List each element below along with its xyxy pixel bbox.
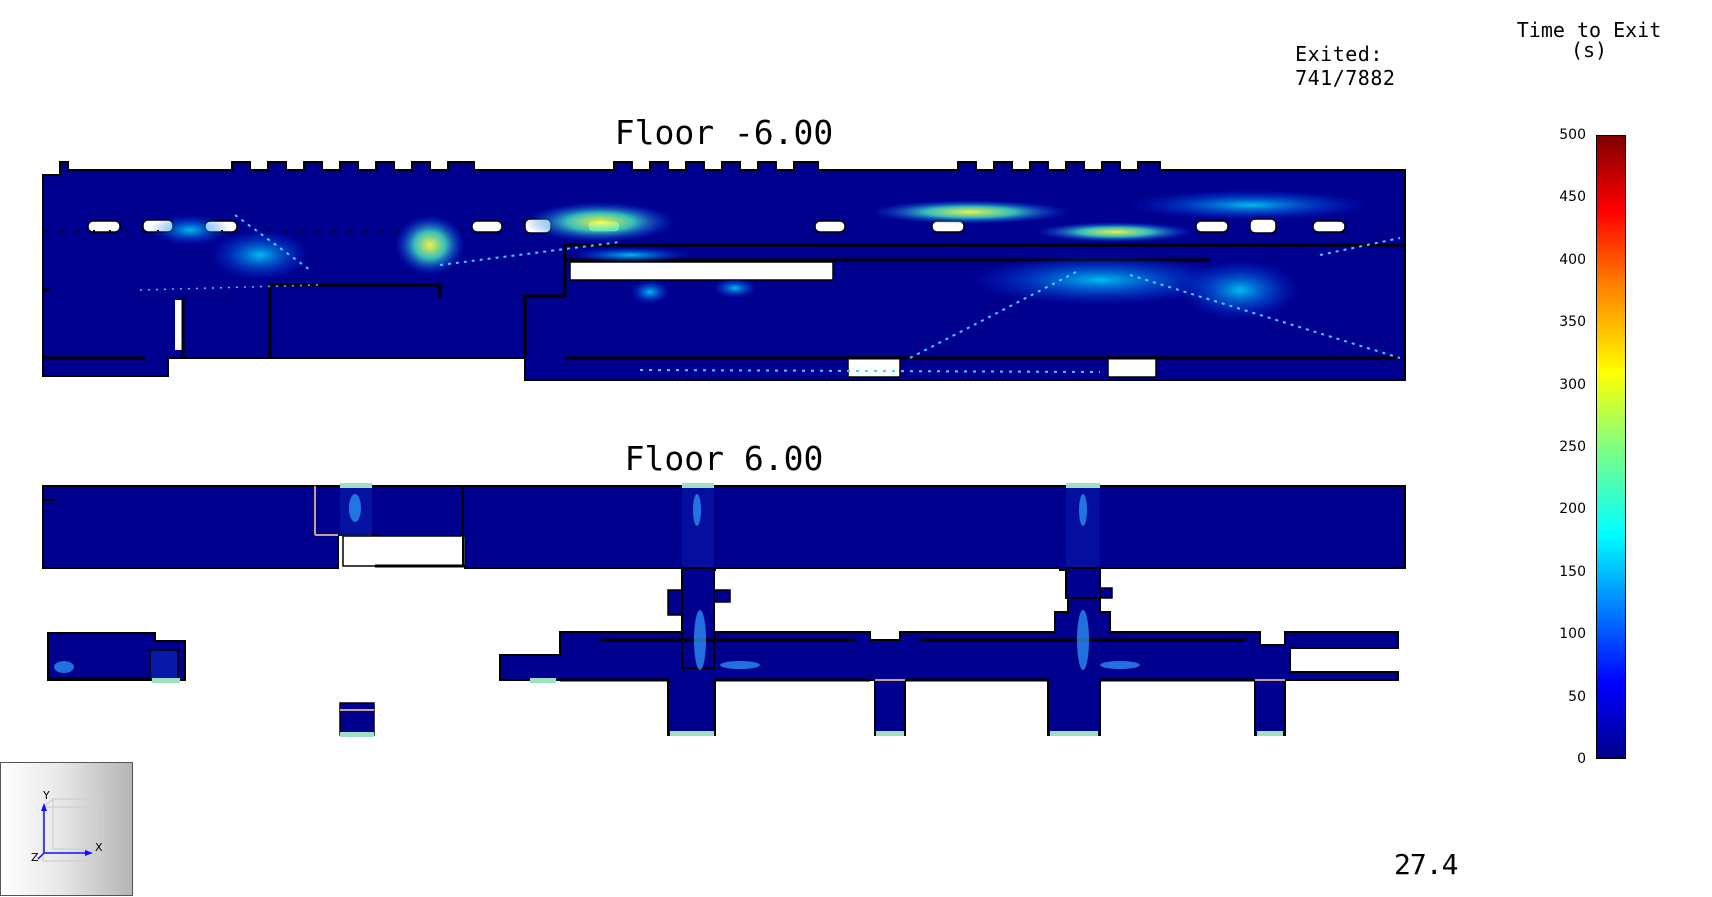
exited-label: Exited: <box>1295 42 1383 66</box>
axis-y-label: Y <box>43 789 50 802</box>
view-orientation-widget[interactable]: Y X Z <box>0 762 133 896</box>
floor-lower-plan <box>42 161 1406 381</box>
simulation-time: 27.4 <box>1394 848 1458 881</box>
legend-tick: 500 <box>1559 127 1586 143</box>
legend-title-line2: (s) <box>1570 38 1608 62</box>
crowd-density-upper <box>54 494 1140 673</box>
exited-counter: Exited: 741/7882 <box>1270 18 1395 90</box>
legend-tick: 0 <box>1577 751 1586 767</box>
axis-x-label: X <box>95 841 103 854</box>
legend-tick: 200 <box>1559 501 1586 518</box>
floor-title-lower: Floor -6.00 <box>614 113 834 152</box>
legend-title-line1: Time to Exit <box>1516 18 1662 42</box>
axis-z-label: Z <box>31 851 39 864</box>
legend-tick: 350 <box>1559 314 1586 331</box>
legend-tick: 450 <box>1559 189 1586 206</box>
floor-title-upper: Floor 6.00 <box>624 439 824 478</box>
legend-tick: 50 <box>1568 688 1586 705</box>
legend-tick: 400 <box>1559 251 1586 268</box>
axis-triad-icon <box>37 798 104 862</box>
legend-tick: 250 <box>1559 439 1586 455</box>
floor-upper-plan <box>42 483 1406 737</box>
exited-value: 741/7882 <box>1295 66 1396 90</box>
legend-tick: 150 <box>1559 563 1586 580</box>
platform-lower-main <box>499 589 1399 736</box>
legend-title: Time to Exit (s) <box>1509 20 1669 60</box>
legend-tick: 300 <box>1559 376 1586 393</box>
legend-tick: 100 <box>1559 626 1586 643</box>
crowd-density-lower <box>139 190 1401 373</box>
platform-upper <box>42 485 1406 571</box>
color-scale-bar <box>1596 135 1626 759</box>
